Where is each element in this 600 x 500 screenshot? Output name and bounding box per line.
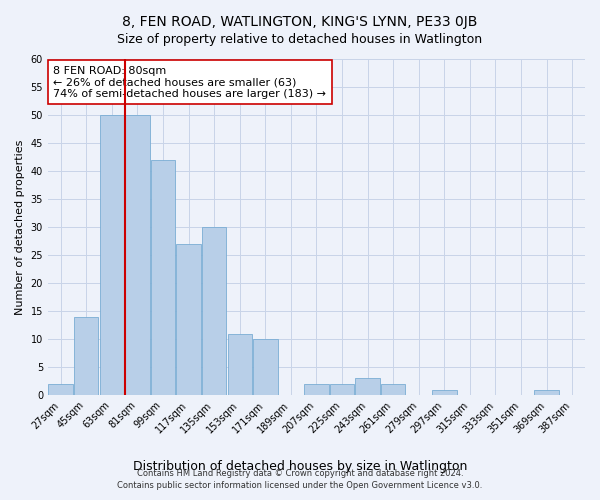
- Bar: [151, 160, 175, 395]
- Text: Contains public sector information licensed under the Open Government Licence v3: Contains public sector information licen…: [118, 481, 482, 490]
- Bar: [535, 390, 559, 395]
- Text: Size of property relative to detached houses in Watlington: Size of property relative to detached ho…: [118, 32, 482, 46]
- Bar: [74, 316, 98, 395]
- Bar: [202, 227, 226, 395]
- Bar: [227, 334, 252, 395]
- Text: 8, FEN ROAD, WATLINGTON, KING'S LYNN, PE33 0JB: 8, FEN ROAD, WATLINGTON, KING'S LYNN, PE…: [122, 15, 478, 29]
- Bar: [253, 339, 278, 395]
- Bar: [49, 384, 73, 395]
- Bar: [330, 384, 354, 395]
- Bar: [381, 384, 406, 395]
- Bar: [432, 390, 457, 395]
- Text: 8 FEN ROAD: 80sqm
← 26% of detached houses are smaller (63)
74% of semi-detached: 8 FEN ROAD: 80sqm ← 26% of detached hous…: [53, 66, 326, 99]
- Text: Contains HM Land Registry data © Crown copyright and database right 2024.: Contains HM Land Registry data © Crown c…: [137, 468, 463, 477]
- Text: Distribution of detached houses by size in Watlington: Distribution of detached houses by size …: [133, 460, 467, 473]
- Y-axis label: Number of detached properties: Number of detached properties: [15, 140, 25, 315]
- Bar: [125, 115, 149, 395]
- Bar: [100, 115, 124, 395]
- Bar: [355, 378, 380, 395]
- Bar: [304, 384, 329, 395]
- Bar: [176, 244, 201, 395]
